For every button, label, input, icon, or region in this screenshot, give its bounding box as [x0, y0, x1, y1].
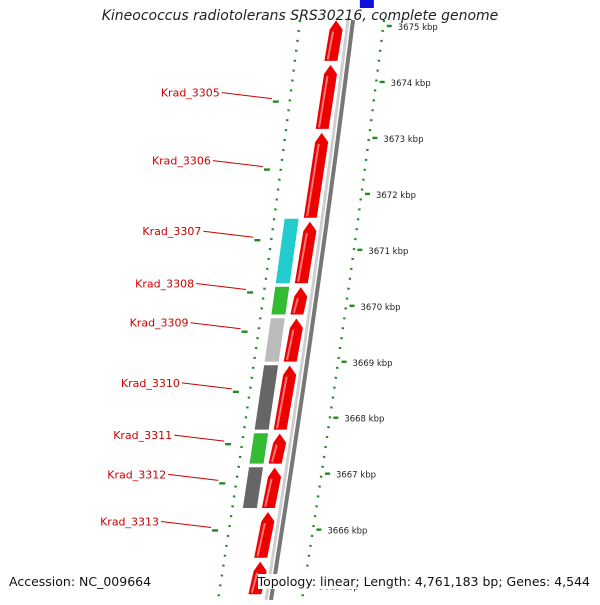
forward-gene-highlight-4	[297, 232, 308, 282]
page-title: Kineococcus radiotolerans SRS30216, comp…	[101, 8, 499, 24]
gene-block-6	[241, 466, 265, 509]
gene-block-2	[270, 285, 291, 316]
forward-gene-highlight-6	[286, 329, 295, 361]
scale-label-6: 3670 kbp	[361, 303, 401, 313]
forward-gene-highlight-2	[318, 75, 329, 128]
forward-gene-highlight-9	[264, 478, 273, 507]
gene-label-5: Krad_3309	[130, 317, 189, 330]
scale-label-7: 3669 kbp	[353, 359, 393, 369]
gene-label-leader-5	[190, 322, 241, 330]
genome-summary-label: Topology: linear; Length: 4,761,183 bp; …	[257, 574, 590, 589]
accession-label: Accession: NC_009664	[9, 574, 152, 589]
forward-gene-5	[289, 285, 309, 316]
gene-block-4	[253, 364, 280, 431]
gene-label-6: Krad_3310	[121, 377, 180, 390]
forward-gene-highlight-3	[306, 143, 320, 217]
gene-block-3	[263, 317, 286, 363]
scale-label-2: 3674 kbp	[391, 79, 431, 89]
scale-label-4: 3672 kbp	[376, 191, 416, 201]
left-tick-track	[216, 19, 302, 601]
gene-label-leader-6	[181, 382, 232, 390]
gene-label-8: Krad_3312	[107, 468, 166, 481]
forward-gene-highlight-8	[271, 444, 278, 463]
forward-gene-highlight-1	[326, 31, 335, 60]
backbone-line	[269, 19, 355, 601]
gene-label-1: Krad_3305	[161, 87, 220, 100]
gene-block-1	[274, 217, 300, 285]
scale-label-5: 3671 kbp	[368, 247, 408, 257]
forward-gene-6	[282, 316, 304, 363]
gene-label-7: Krad_3311	[113, 429, 172, 442]
gene-block-5	[248, 432, 270, 465]
gene-label-leader-1	[221, 92, 272, 100]
scale-label-1: 3675 kbp	[398, 23, 438, 33]
forward-gene-highlight-5	[292, 298, 299, 314]
scale-label-3: 3673 kbp	[383, 135, 423, 145]
top-gene-block	[359, 0, 374, 8]
gene-label-3: Krad_3307	[142, 225, 201, 238]
scale-label-9: 3667 kbp	[336, 471, 376, 481]
scale-label-10: 3666 kbp	[327, 527, 367, 537]
backbone-shadow	[264, 19, 350, 601]
gene-label-4: Krad_3308	[135, 278, 194, 291]
gene-label-9: Krad_3313	[100, 515, 159, 528]
scale-label-8: 3668 kbp	[344, 415, 384, 425]
gene-label-leader-7	[174, 434, 225, 442]
gene-label-leader-4	[196, 283, 247, 290]
gene-label-2: Krad_3306	[152, 155, 211, 168]
forward-gene-9	[260, 465, 283, 509]
forward-gene-8	[267, 431, 288, 465]
forward-gene-10	[252, 510, 276, 559]
gene-label-leader-2	[212, 160, 263, 168]
forward-gene-highlight-10	[256, 522, 266, 557]
forward-gene-highlight-7	[276, 376, 288, 429]
gene-label-leader-8	[168, 473, 219, 481]
gene-label-leader-9	[160, 520, 212, 528]
forward-gene-highlight-11	[250, 572, 259, 594]
gene-label-leader-3	[203, 230, 254, 238]
forward-gene-1	[323, 18, 344, 62]
